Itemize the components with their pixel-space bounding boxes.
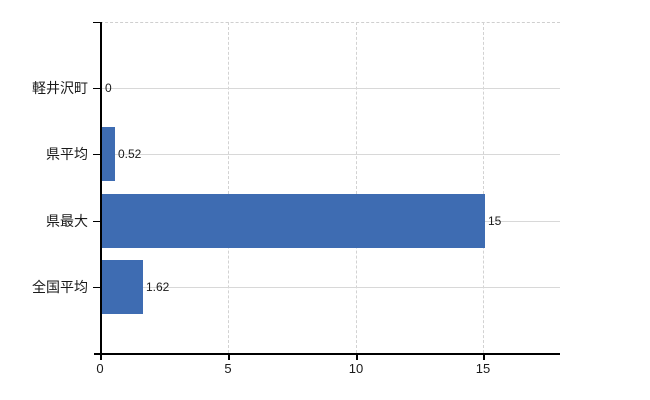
bar-value-label: 15 [488, 214, 502, 228]
x-axis-tick-label: 0 [96, 361, 104, 376]
y-axis-tick [93, 22, 100, 23]
category-label: 県最大 [46, 213, 88, 229]
bar [102, 127, 115, 181]
category-label: 県平均 [46, 146, 88, 162]
y-axis-tick [93, 221, 100, 222]
bar [102, 194, 485, 248]
x-axis-tick-label: 10 [348, 361, 364, 376]
gridline-horizontal [100, 154, 560, 155]
y-axis-tick [93, 154, 100, 155]
x-axis-tick-label: 15 [475, 361, 491, 376]
y-axis-tick [93, 88, 100, 89]
x-axis-line [94, 353, 560, 355]
gridline-vertical [355, 22, 357, 353]
gridline-vertical [227, 22, 229, 353]
x-axis-tick [100, 354, 102, 360]
x-axis-tick [483, 354, 485, 360]
x-axis-tick [356, 354, 358, 360]
plot-top-border [100, 22, 560, 23]
gridline-horizontal [100, 88, 560, 89]
gridline-vertical [483, 22, 485, 353]
x-axis-tick [228, 354, 230, 360]
bar [102, 260, 143, 314]
gridline-horizontal [100, 287, 560, 288]
bar-value-label: 0 [105, 81, 112, 95]
x-axis-tick-label: 5 [224, 361, 232, 376]
category-label: 全国平均 [32, 279, 88, 295]
y-axis-tick [93, 287, 100, 288]
bar-value-label: 1.62 [146, 280, 170, 294]
category-label: 軽井沢町 [32, 80, 88, 96]
bar-value-label: 0.52 [118, 147, 142, 161]
y-axis-line [100, 22, 102, 353]
